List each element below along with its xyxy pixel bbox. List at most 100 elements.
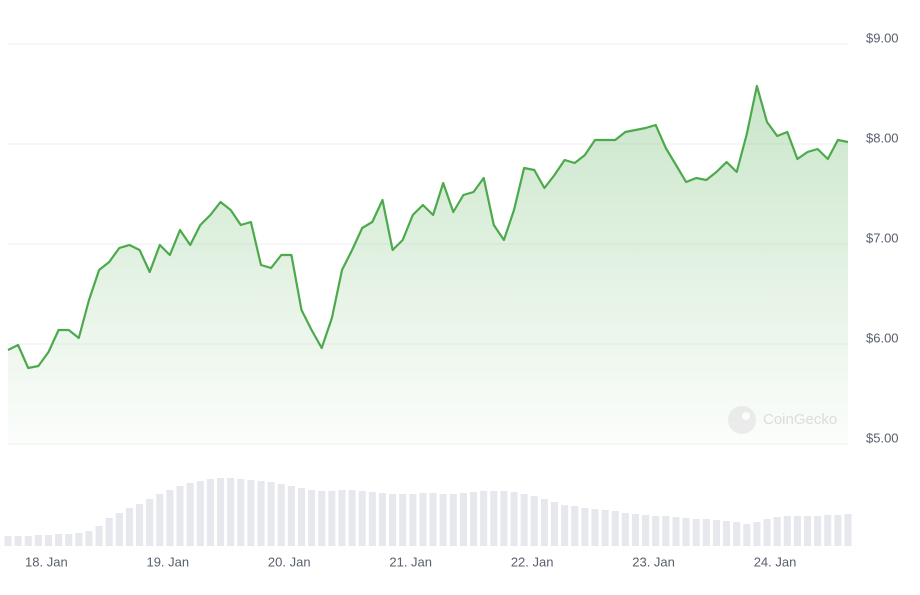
volume-bar (136, 504, 144, 546)
volume-bar (338, 490, 346, 546)
y-tick-label: $6.00 (866, 330, 899, 345)
volume-bar (490, 491, 498, 546)
axis-labels: $9.00 $8.00 $7.00 $6.00 $5.00 18. Jan 19. Jan 2… (25, 30, 899, 569)
volume-bar (55, 534, 63, 546)
volume-bar (328, 491, 336, 546)
volume-bar (470, 492, 478, 546)
volume-bar (783, 516, 791, 546)
volume-bar (287, 486, 295, 546)
volume-bar (743, 524, 751, 546)
volume-bar (530, 496, 538, 546)
volume-bar (358, 491, 366, 546)
volume-bar (773, 517, 781, 546)
price-area (8, 86, 848, 444)
volume-bar (834, 515, 842, 546)
volume-bar (378, 493, 386, 546)
price-line (7, 84, 849, 370)
volume-bar (65, 534, 73, 546)
volume-bar (399, 494, 407, 546)
volume-bar (510, 492, 518, 546)
watermark-logo-eye (742, 412, 750, 420)
volume-bar (308, 490, 316, 546)
volume-bar (621, 513, 629, 546)
y-tick-label: $7.00 (866, 230, 899, 245)
x-tick-label: 20. Jan (268, 554, 311, 569)
volume-bar (14, 536, 22, 546)
volume-bar (763, 519, 771, 546)
volume-bar (156, 494, 164, 546)
plot (7, 84, 849, 444)
volume-bar (206, 479, 214, 546)
volume-bar (662, 516, 670, 546)
volume-bar (449, 494, 457, 546)
volume-bar (611, 511, 619, 546)
volume-bar (824, 515, 832, 546)
watermark-text: CoinGecko (763, 411, 837, 428)
volume-bar (733, 522, 741, 546)
volume-bar (520, 494, 528, 546)
y-tick-label: $9.00 (866, 30, 899, 45)
volume-bar (176, 486, 184, 546)
volume-bar (550, 502, 559, 546)
volume-bar (480, 491, 488, 546)
volume-bar (115, 513, 123, 546)
x-tick-label: 19. Jan (146, 554, 189, 569)
volume-bar (712, 520, 720, 546)
volume-bar (581, 508, 589, 546)
volume-bar (642, 515, 650, 546)
x-tick-label: 21. Jan (389, 554, 432, 569)
volume-bar (571, 506, 579, 546)
volume-bar (24, 536, 32, 546)
volume-bar (540, 499, 548, 546)
volume-bars (4, 478, 852, 546)
volume-bar (237, 479, 245, 546)
x-tick-label: 24. Jan (754, 554, 797, 569)
x-tick-label: 23. Jan (632, 554, 675, 569)
y-tick-label: $5.00 (866, 430, 899, 445)
volume-bar (682, 518, 690, 546)
volume-bar (409, 494, 417, 546)
volume-bar (75, 533, 83, 546)
volume-bar (105, 518, 113, 546)
volume-bar (368, 492, 376, 546)
volume-bar (702, 519, 710, 546)
volume-bar (500, 491, 508, 546)
x-tick-label: 18. Jan (25, 554, 68, 569)
volume-bar (723, 521, 731, 546)
volume-bar (85, 531, 93, 546)
volume-bar (844, 514, 852, 546)
volume-bar (247, 480, 255, 546)
volume-bar (186, 483, 194, 546)
volume-bar (267, 482, 275, 546)
volume-bar (297, 488, 306, 546)
volume-bar (146, 499, 154, 546)
watermark-logo (728, 406, 756, 434)
volume-bar (44, 535, 53, 546)
volume-bar (459, 493, 467, 546)
volume-bar (389, 494, 397, 546)
volume-bar (166, 490, 174, 546)
volume-bar (34, 535, 42, 546)
volume-bar (95, 526, 103, 546)
volume-bar (692, 519, 700, 546)
volume-bar (196, 481, 204, 546)
volume-bar (348, 490, 356, 546)
volume-bar (4, 536, 12, 546)
y-tick-label: $8.00 (866, 130, 899, 145)
volume-bar (227, 478, 235, 546)
volume-bar (652, 516, 660, 546)
volume-bar (277, 484, 285, 546)
volume-bar (793, 516, 801, 546)
volume-bar (561, 505, 569, 546)
volume-bar (318, 491, 326, 546)
volume-bar (631, 514, 640, 546)
volume-bar (601, 510, 609, 546)
volume-bar (591, 509, 599, 546)
volume-bar (753, 522, 761, 546)
volume-bar (216, 478, 225, 546)
volume-bar (439, 494, 447, 546)
volume-bar (672, 517, 680, 546)
volume-bar (125, 508, 133, 546)
